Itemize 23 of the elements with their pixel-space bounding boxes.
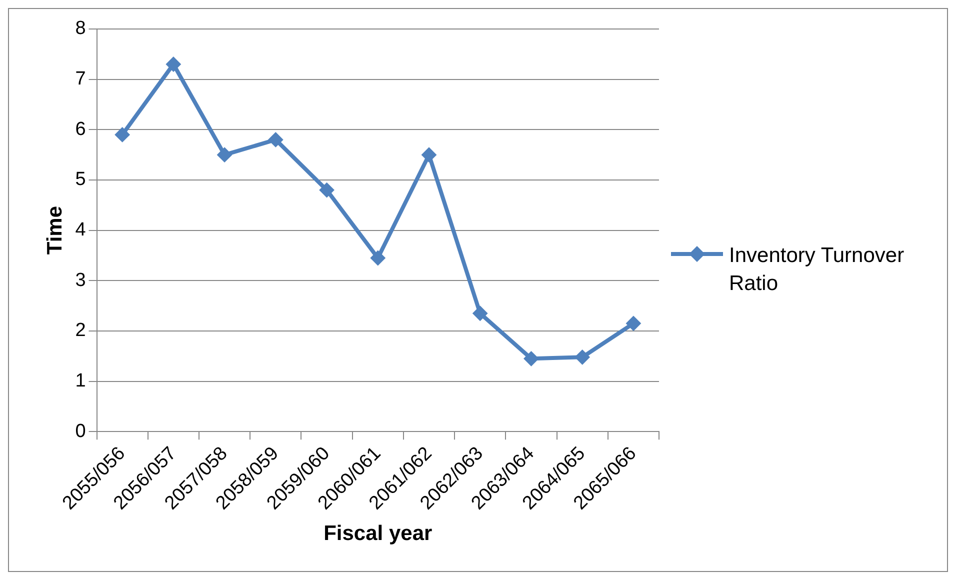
point bbox=[370, 250, 386, 266]
y-tick-label: 0 bbox=[75, 420, 86, 442]
point bbox=[166, 56, 181, 72]
point bbox=[268, 132, 284, 148]
y-tick-label: 8 bbox=[75, 18, 86, 40]
point bbox=[421, 147, 436, 162]
y-tick-label: 4 bbox=[75, 220, 86, 241]
y-tick-label: 5 bbox=[75, 169, 86, 190]
legend-label: Inventory Turnover Ratio bbox=[729, 243, 906, 297]
y-tick-label: 6 bbox=[75, 118, 86, 140]
y-tick-label: 3 bbox=[75, 270, 86, 291]
point bbox=[574, 350, 590, 365]
y-tick-label: 1 bbox=[75, 370, 86, 392]
point bbox=[472, 306, 488, 321]
point bbox=[626, 316, 641, 331]
y-axis-title: Time bbox=[43, 206, 66, 255]
point bbox=[524, 351, 539, 366]
point bbox=[217, 147, 232, 162]
x-axis-title: Fiscal year bbox=[324, 522, 432, 546]
y-tick-label: 7 bbox=[75, 68, 86, 90]
point bbox=[319, 182, 334, 198]
y-tick-label: 2 bbox=[75, 320, 86, 342]
point bbox=[114, 127, 130, 142]
